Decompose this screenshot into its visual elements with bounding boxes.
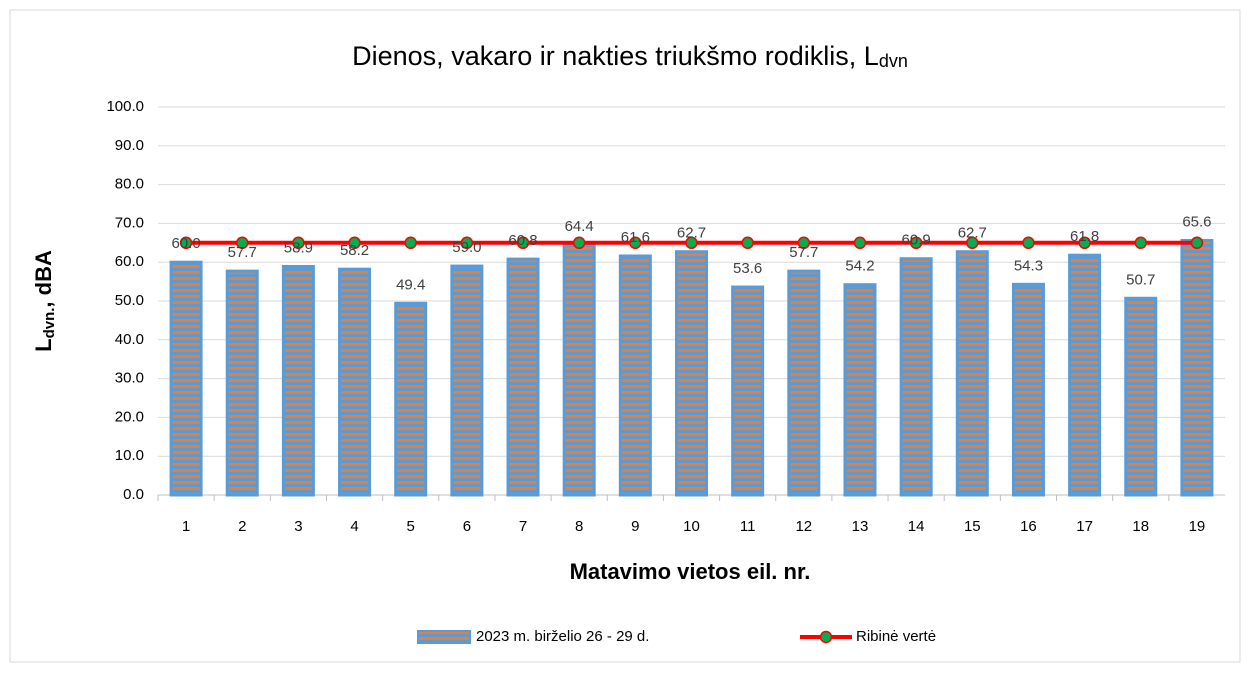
data-label: 58.2 bbox=[340, 242, 369, 259]
legend-label: 2023 m. birželio 26 - 29 d. bbox=[476, 628, 649, 645]
bar bbox=[338, 267, 372, 497]
x-tick-label: 19 bbox=[1189, 518, 1206, 535]
line-marker bbox=[853, 236, 867, 250]
bar bbox=[281, 264, 315, 497]
x-tick-label: 15 bbox=[964, 518, 981, 535]
bar bbox=[506, 257, 540, 497]
data-label: 62.7 bbox=[958, 225, 987, 242]
bar bbox=[1180, 238, 1214, 497]
data-label: 53.6 bbox=[733, 260, 762, 277]
line-marker bbox=[348, 236, 361, 250]
line-marker bbox=[1190, 236, 1204, 250]
line-marker bbox=[572, 236, 586, 250]
x-tick-label: 8 bbox=[575, 518, 583, 535]
bar bbox=[169, 260, 203, 497]
bar bbox=[1011, 282, 1045, 497]
data-label: 57.7 bbox=[228, 244, 257, 261]
bar bbox=[562, 243, 596, 497]
x-tick-label: 1 bbox=[182, 518, 190, 535]
y-axis-label: Ldvn., dBA bbox=[31, 250, 58, 352]
x-tick-label: 10 bbox=[683, 518, 700, 535]
data-label: 50.7 bbox=[1126, 271, 1155, 288]
bar bbox=[394, 301, 428, 497]
bar bbox=[225, 269, 259, 497]
y-tick-label: 20.0 bbox=[115, 408, 144, 425]
data-label: 61.8 bbox=[1070, 228, 1099, 245]
x-tick-label: 17 bbox=[1076, 518, 1093, 535]
y-tick-label: 60.0 bbox=[115, 253, 144, 270]
line-marker bbox=[1022, 236, 1035, 250]
legend-marker bbox=[819, 630, 833, 644]
x-tick-label: 6 bbox=[463, 518, 471, 535]
legend-label: Ribinė vertė bbox=[856, 628, 936, 645]
data-label: 60.8 bbox=[508, 232, 537, 249]
x-tick-label: 4 bbox=[350, 518, 358, 535]
bar bbox=[1068, 253, 1102, 497]
line-marker bbox=[179, 236, 193, 250]
legend-swatch bbox=[417, 630, 471, 644]
line-marker bbox=[797, 236, 811, 250]
x-axis-label: Matavimo vietos eil. nr. bbox=[570, 559, 811, 584]
x-tick-label: 5 bbox=[407, 518, 415, 535]
bar bbox=[618, 254, 652, 497]
data-label: 61.6 bbox=[621, 229, 650, 246]
y-tick-label: 0.0 bbox=[123, 486, 144, 503]
chart-title: Dienos, vakaro ir nakties triukšmo rodik… bbox=[352, 41, 908, 71]
data-label: 60.9 bbox=[902, 232, 931, 249]
x-tick-label: 3 bbox=[294, 518, 302, 535]
x-tick-label: 12 bbox=[795, 518, 812, 535]
x-tick-label: 2 bbox=[238, 518, 246, 535]
line-marker bbox=[460, 236, 474, 250]
data-label: 65.6 bbox=[1182, 213, 1211, 230]
x-tick-label: 18 bbox=[1132, 518, 1149, 535]
x-tick-label: 7 bbox=[519, 518, 527, 535]
line-marker bbox=[516, 236, 530, 250]
line-marker bbox=[629, 236, 642, 250]
y-tick-label: 80.0 bbox=[115, 176, 144, 193]
bar bbox=[675, 250, 708, 497]
x-tick-label: 11 bbox=[740, 518, 756, 535]
line-marker bbox=[292, 236, 305, 250]
line-marker bbox=[235, 236, 249, 250]
data-label: 64.4 bbox=[565, 218, 594, 235]
y-tick-label: 70.0 bbox=[115, 214, 144, 231]
x-tick-label: 14 bbox=[908, 518, 925, 535]
bar bbox=[787, 269, 821, 497]
y-tick-label: 90.0 bbox=[115, 137, 144, 154]
data-label: 58.9 bbox=[284, 239, 313, 256]
line-marker bbox=[404, 236, 417, 250]
y-tick-label: 30.0 bbox=[115, 370, 144, 387]
y-tick-label: 10.0 bbox=[115, 447, 144, 464]
x-tick-label: 13 bbox=[852, 518, 869, 535]
line-marker bbox=[966, 236, 979, 250]
y-tick-label: 50.0 bbox=[115, 292, 144, 309]
data-label: 57.7 bbox=[789, 244, 818, 261]
data-label: 54.2 bbox=[845, 258, 874, 275]
y-tick-label: 100.0 bbox=[106, 98, 144, 115]
data-label: 59.0 bbox=[452, 239, 481, 256]
data-label: 54.3 bbox=[1014, 257, 1043, 274]
line-marker bbox=[909, 236, 923, 250]
x-tick-label: 16 bbox=[1020, 518, 1037, 535]
bar bbox=[731, 285, 765, 497]
bar bbox=[450, 264, 484, 497]
bar bbox=[899, 257, 933, 497]
line-marker bbox=[1134, 236, 1148, 250]
bar bbox=[1124, 296, 1158, 497]
line-marker bbox=[741, 236, 754, 250]
data-label: 49.4 bbox=[396, 276, 425, 293]
data-label: 62.7 bbox=[677, 225, 706, 242]
bar bbox=[955, 250, 989, 497]
data-label: 60.0 bbox=[171, 235, 200, 252]
bar bbox=[843, 283, 877, 497]
line-marker bbox=[685, 236, 698, 250]
line-marker bbox=[1078, 236, 1091, 250]
y-tick-label: 40.0 bbox=[115, 331, 144, 348]
x-tick-label: 9 bbox=[631, 518, 639, 535]
